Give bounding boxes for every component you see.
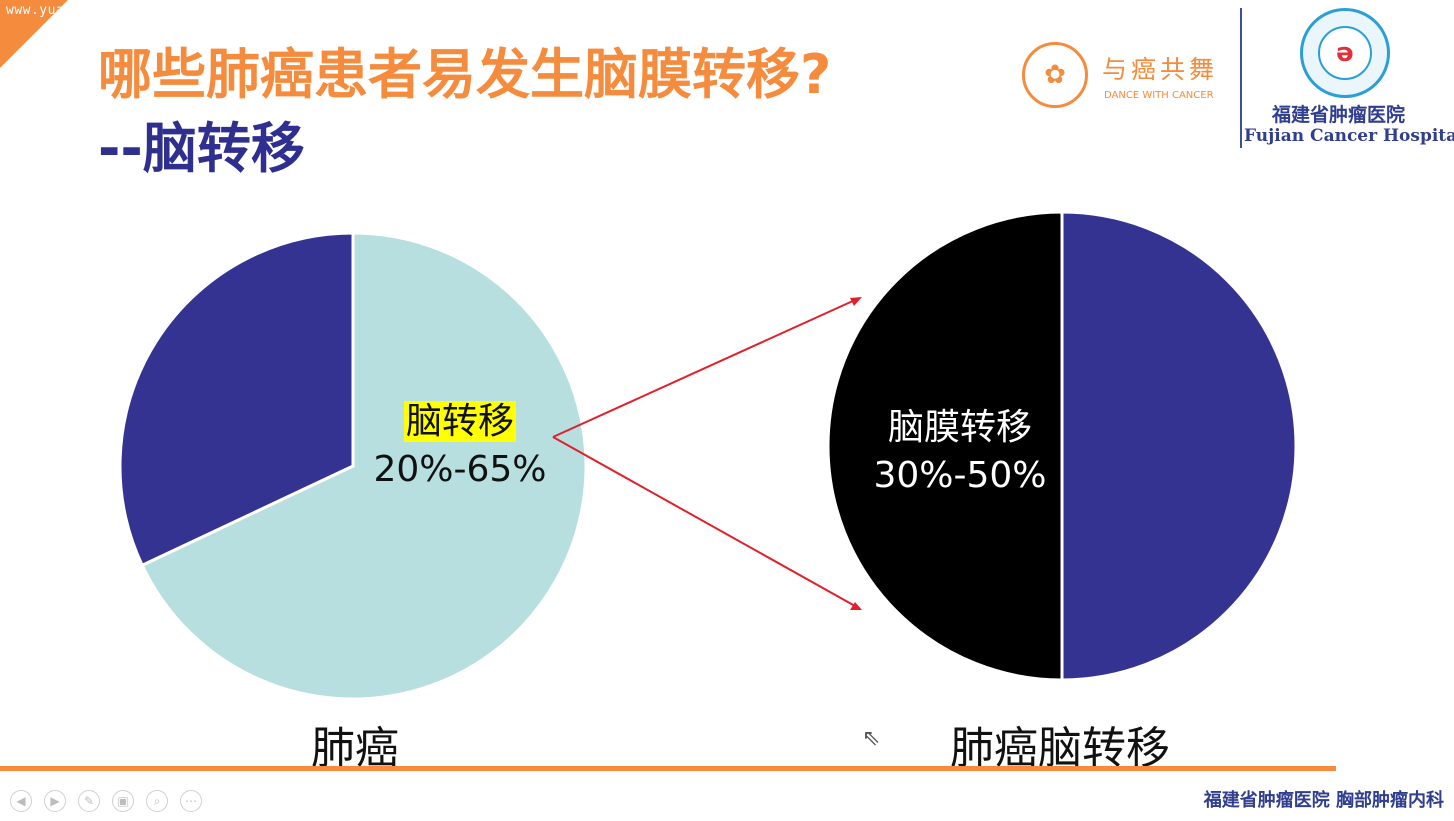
slice-value-meningeal-metastasis: 30%-50% — [873, 455, 1047, 496]
pie-brain-metastasis — [826, 210, 1298, 682]
arrow-down-head — [850, 602, 862, 610]
pen-icon[interactable]: ✎ — [78, 790, 100, 812]
pie-lung-cancer — [118, 231, 588, 701]
slide-subtitle: --脑转移 — [98, 117, 305, 180]
arrows — [552, 297, 862, 610]
slice-label-brain-metastasis: 脑转移 — [403, 401, 516, 442]
next-icon[interactable]: ▶ — [44, 790, 66, 812]
pie-slice-1 — [118, 231, 355, 568]
header-divider — [1240, 8, 1242, 148]
footer-divider — [0, 766, 1336, 771]
footer-text: 福建省肿瘤医院 胸部肿瘤内科 — [1203, 790, 1444, 811]
slide-title: 哪些肺癌患者易发生脑膜转移? — [98, 43, 832, 106]
pie-left-slice-label: 脑转移 20%-65% — [355, 398, 565, 494]
logo-name-en: DANCE WITH CANCER — [1104, 90, 1214, 101]
pie-right-caption: 肺癌脑转移 — [950, 723, 1170, 774]
hospital-name-en: Fujian Cancer Hospital — [1244, 126, 1454, 146]
pie-slice-0 — [826, 210, 1064, 682]
arrow-up-line — [552, 299, 856, 438]
arrow-down-line — [552, 436, 856, 607]
zoom-icon[interactable]: ⌕ — [146, 790, 168, 812]
mouse-cursor-icon: ⇖ — [862, 726, 881, 751]
previous-icon[interactable]: ◀ — [10, 790, 32, 812]
dance-with-cancer-logo: ✿ 与癌共舞 DANCE WITH CANCER — [1022, 42, 1232, 116]
slideshow-controls: ◀ ▶ ✎ ▣ ⌕ ⋯ — [10, 790, 202, 812]
pie-left-caption: 肺癌 — [311, 723, 399, 774]
corner-decoration — [0, 0, 68, 68]
lotus-icon: ✿ — [1022, 42, 1088, 108]
pie-slice-0 — [140, 231, 588, 701]
watermark: www.yuaigongwu.com — [6, 3, 156, 18]
pie-slice-1 — [1060, 210, 1298, 682]
hospital-name-cn: 福建省肿瘤医院 — [1272, 104, 1406, 126]
logo-name-cn: 与癌共舞 — [1102, 55, 1219, 84]
slice-label-meningeal-metastasis: 脑膜转移 — [887, 407, 1032, 448]
slice-value-brain-metastasis: 20%-65% — [373, 449, 547, 490]
arrow-up-head — [850, 297, 862, 306]
more-icon[interactable]: ⋯ — [180, 790, 202, 812]
pie-right-slice-label: 脑膜转移 30%-50% — [840, 404, 1080, 500]
hospital-seal-icon: ə — [1300, 8, 1390, 98]
slides-icon[interactable]: ▣ — [112, 790, 134, 812]
